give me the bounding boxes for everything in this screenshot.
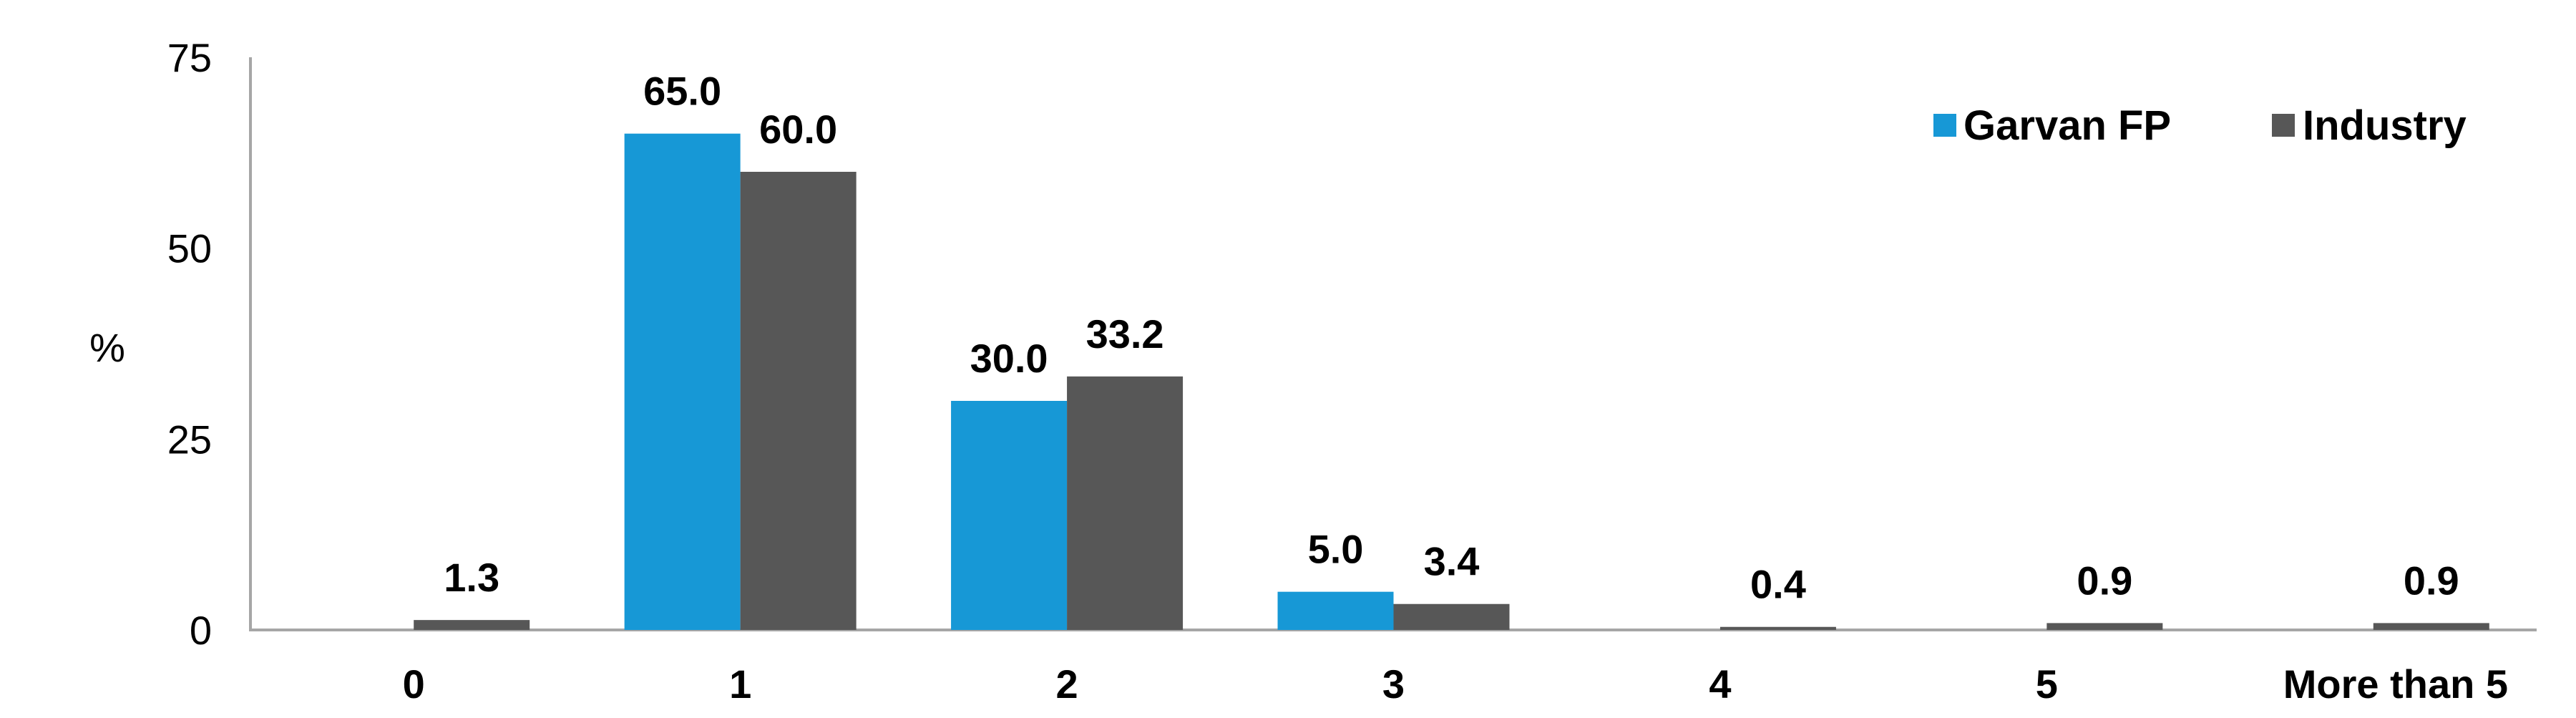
y-tick-label: 50 bbox=[167, 226, 212, 271]
garvan-fp-data-label: 65.0 bbox=[643, 69, 721, 114]
industry-data-label: 3.4 bbox=[1424, 539, 1480, 584]
x-tick-label: 1 bbox=[729, 661, 751, 707]
garvan-fp-legend-swatch bbox=[1933, 114, 1956, 137]
industry-bar bbox=[2373, 623, 2489, 630]
x-tick-label: 3 bbox=[1382, 661, 1405, 707]
industry-legend-label: Industry bbox=[2303, 102, 2467, 149]
x-tick-label: 5 bbox=[2036, 661, 2058, 707]
garvan-fp-bar bbox=[951, 401, 1068, 630]
industry-data-label: 33.2 bbox=[1086, 311, 1164, 356]
industry-data-label: 1.3 bbox=[444, 555, 499, 600]
industry-data-label: 60.0 bbox=[759, 107, 837, 152]
industry-bar bbox=[1393, 603, 1510, 630]
data-labels: 65.0 30.0 5.0 1.3 60.0 33.2 3.4 0.4 0.9 0.9 bbox=[444, 69, 2459, 607]
legend: Garvan FP Industry bbox=[1933, 102, 2467, 149]
industry-data-label: 0.9 bbox=[2404, 558, 2459, 603]
industry-data-label: 0.4 bbox=[1750, 562, 1806, 607]
garvan-fp-bar bbox=[1277, 591, 1394, 630]
y-axis-title: % bbox=[89, 325, 125, 370]
x-tick-label: 2 bbox=[1055, 661, 1078, 707]
garvan-fp-bar bbox=[624, 133, 741, 630]
industry-bar bbox=[2046, 623, 2163, 630]
garvan-fp-legend-label: Garvan FP bbox=[1963, 102, 2171, 149]
industry-bar bbox=[740, 172, 857, 630]
industry-legend-swatch bbox=[2272, 114, 2295, 137]
y-tick-label: 0 bbox=[190, 608, 212, 653]
garvan-fp-data-label: 5.0 bbox=[1308, 527, 1364, 572]
industry-bar bbox=[414, 620, 530, 630]
y-tick-label: 25 bbox=[167, 417, 212, 462]
x-tick-label: More than 5 bbox=[2283, 661, 2508, 707]
industry-data-label: 0.9 bbox=[2077, 558, 2132, 603]
x-tick-label: 4 bbox=[1709, 661, 1731, 707]
industry-bar bbox=[1719, 626, 1836, 630]
garvan-fp-data-label: 30.0 bbox=[970, 336, 1048, 381]
bars bbox=[414, 133, 2489, 630]
industry-bar bbox=[1067, 376, 1184, 630]
x-tick-label: 0 bbox=[403, 661, 425, 707]
y-tick-label: 75 bbox=[167, 35, 212, 80]
